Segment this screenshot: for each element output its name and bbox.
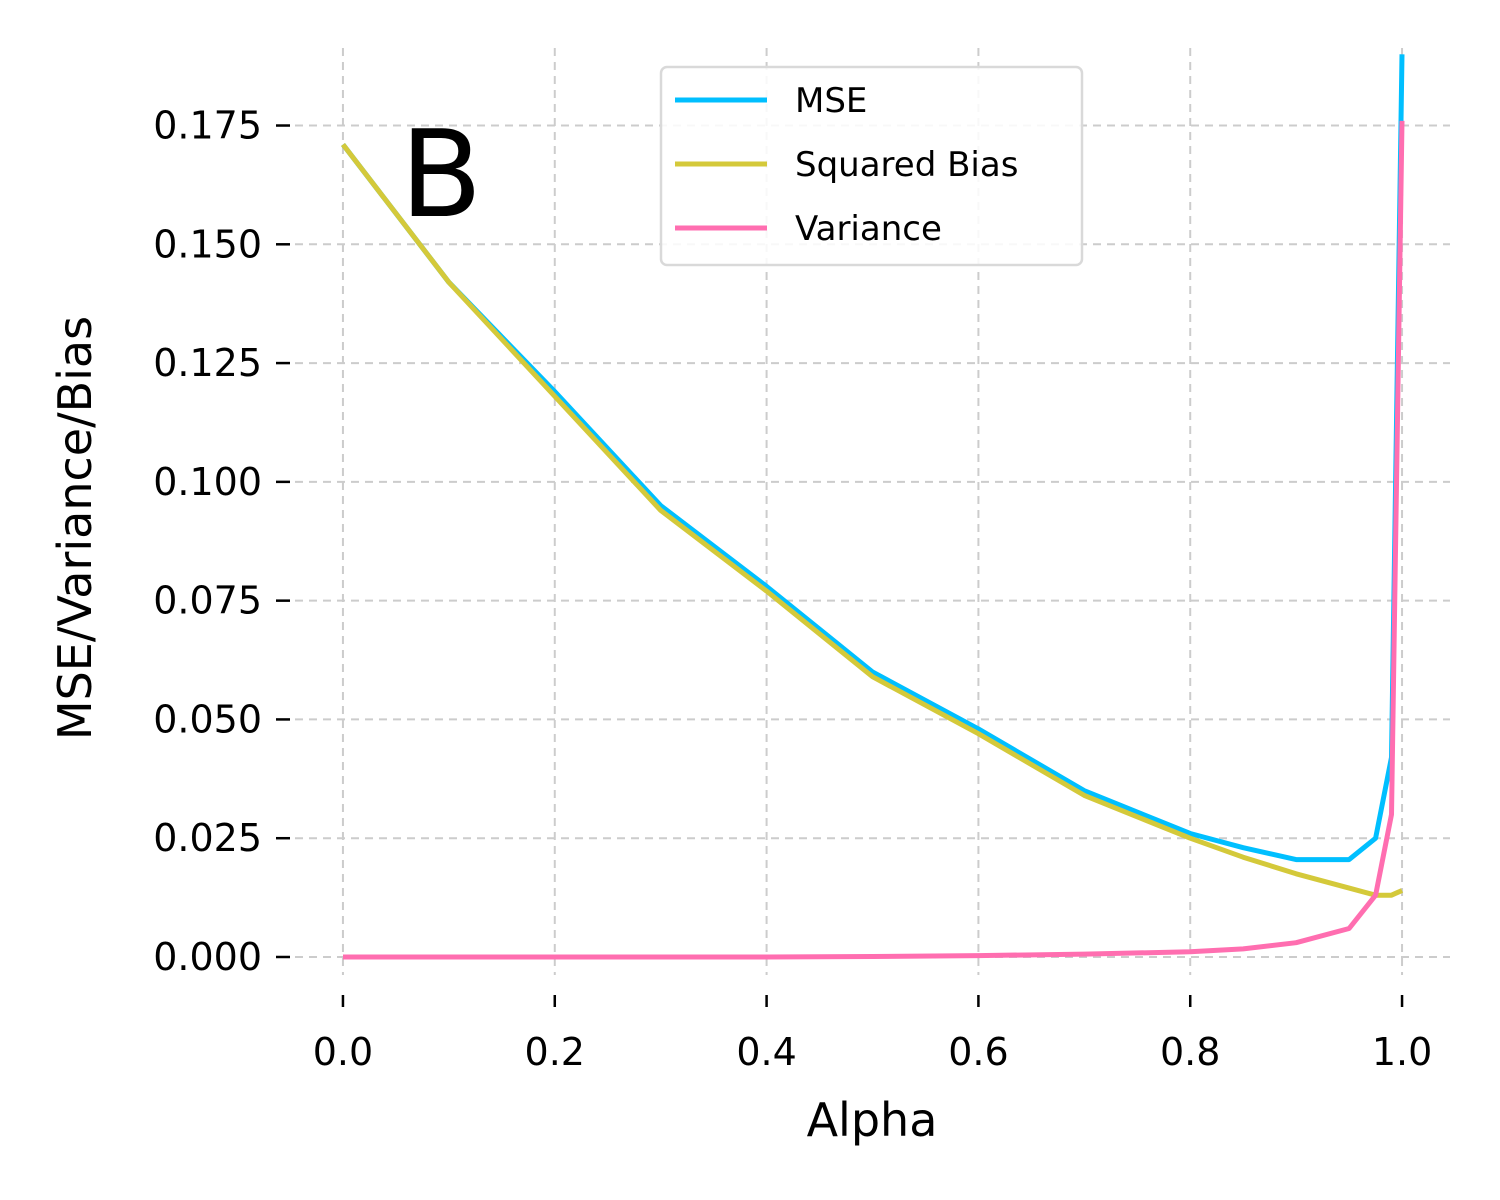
x-axis: 0.0 0.2 0.4 0.6 0.8 1.0 — [313, 995, 1432, 1074]
x-tick-label: 1.0 — [1372, 1030, 1432, 1074]
x-tick-label: 0.4 — [736, 1030, 796, 1074]
series-line-variance — [343, 120, 1405, 960]
x-tick-label: 0.2 — [525, 1030, 585, 1074]
y-tick-label: 0.100 — [153, 460, 262, 504]
y-tick-label: 0.175 — [153, 104, 262, 148]
y-tick-label: 0.125 — [153, 341, 262, 385]
x-tick-label: 0.6 — [948, 1030, 1008, 1074]
y-tick-label: 0.050 — [153, 697, 262, 741]
y-tick-label: 0.150 — [153, 222, 262, 266]
x-tick-label: 0.0 — [313, 1030, 373, 1074]
y-tick-label: 0.000 — [153, 935, 262, 979]
series-lines — [341, 54, 1405, 960]
y-tick-label: 0.025 — [153, 816, 262, 860]
x-tick-label: 0.8 — [1160, 1030, 1220, 1074]
panel-label: B — [400, 106, 482, 245]
x-axis-title: Alpha — [807, 1093, 938, 1147]
legend-label-mse: MSE — [795, 81, 867, 121]
series-line-squared-bias — [341, 142, 1404, 898]
legend-frame — [659, 65, 1084, 267]
y-axis: 0.000 0.025 0.050 0.075 0.100 0.125 0.150 0.175 — [153, 104, 290, 979]
legend: MSE Squared Bias Variance — [659, 65, 1084, 267]
series-line-mse — [341, 54, 1405, 863]
y-tick-label: 0.075 — [153, 579, 262, 623]
legend-label-variance: Variance — [795, 209, 942, 249]
y-axis-title: MSE/Variance/Bias — [48, 316, 102, 740]
legend-label-squared-bias: Squared Bias — [795, 145, 1018, 185]
